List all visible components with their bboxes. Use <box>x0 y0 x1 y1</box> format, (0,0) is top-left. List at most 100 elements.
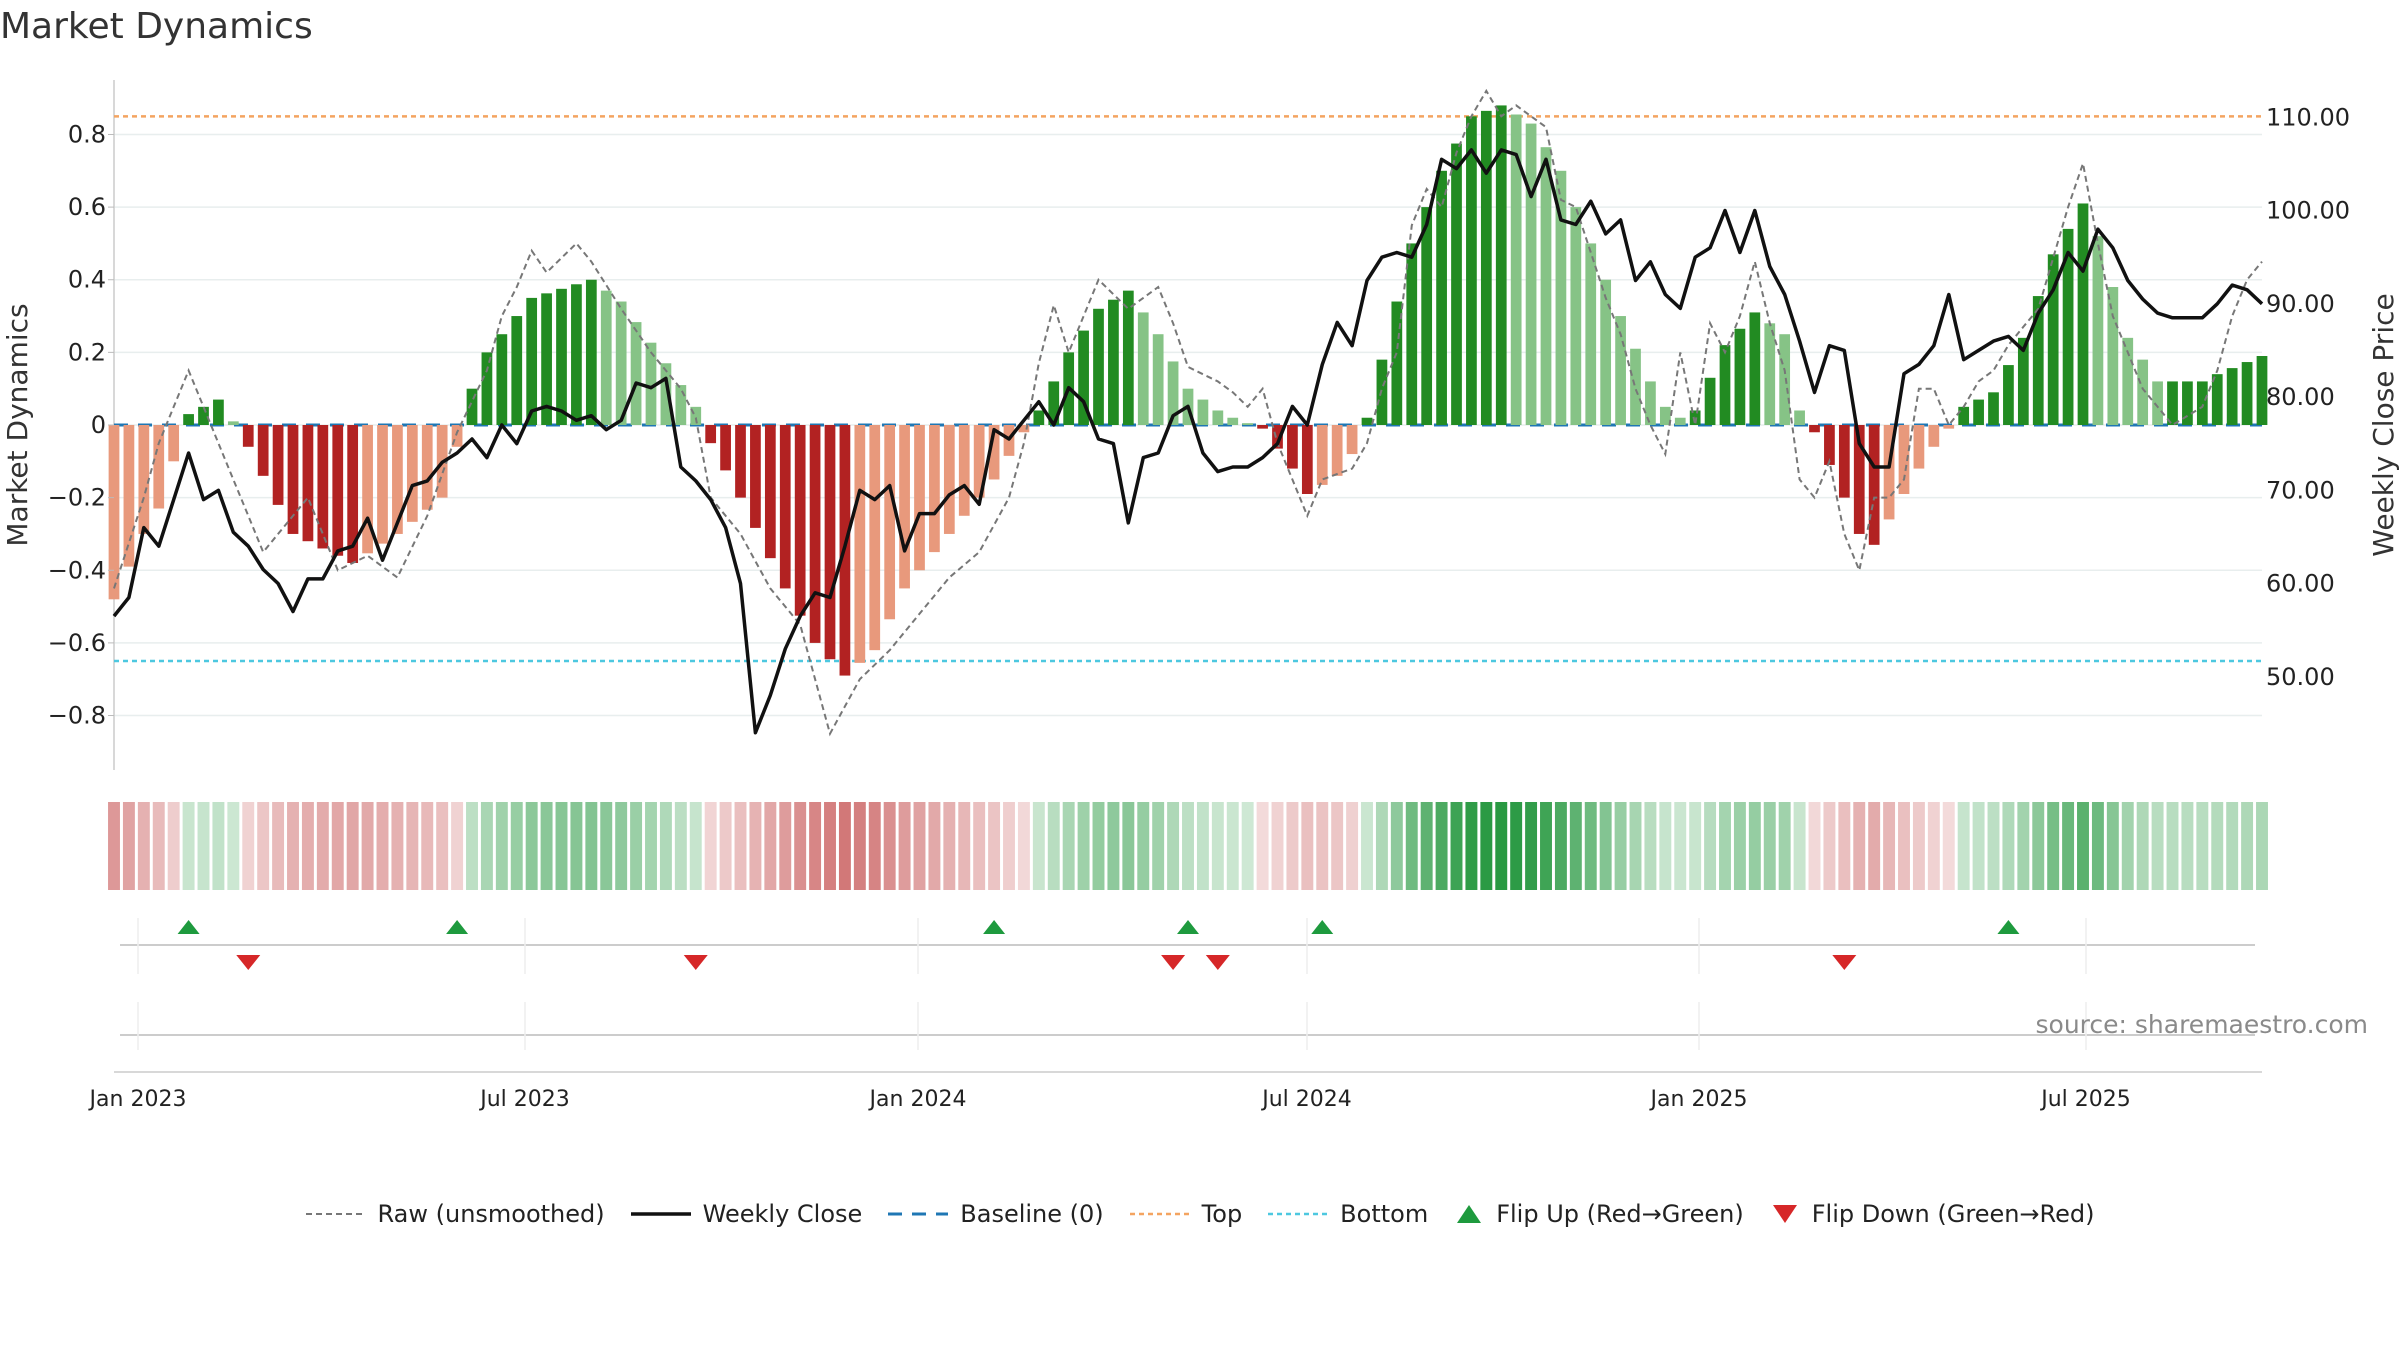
dynamics-bar <box>451 425 463 447</box>
regime-cell <box>421 802 434 890</box>
dynamics-bar <box>615 301 627 425</box>
dynamics-bar <box>1451 143 1462 426</box>
raw-layer <box>113 88 2263 737</box>
regime-cell <box>1778 802 1791 890</box>
regime-cell <box>495 802 508 890</box>
dynamics-bar <box>660 363 672 425</box>
dynamics-bar <box>1480 110 1492 426</box>
regime-cell <box>1241 802 1254 890</box>
dynamics-bar <box>958 425 970 516</box>
regime-cell <box>2077 802 2089 890</box>
dynamics-bar <box>1078 330 1089 425</box>
dynamics-bar <box>2182 381 2193 425</box>
regime-cell <box>570 802 583 890</box>
legend-item-bottom: Bottom <box>1268 1200 1428 1228</box>
regime-cell <box>1316 802 1329 890</box>
regime-cell <box>2106 802 2119 890</box>
dynamics-bar <box>1809 425 1820 433</box>
regime-cell <box>1554 802 1567 890</box>
dynamics-bar <box>1764 323 1776 425</box>
dynamics-bar <box>869 425 881 651</box>
regime-cell <box>1420 802 1433 890</box>
dynamics-bar <box>362 425 373 554</box>
dynamics-bar <box>257 425 269 476</box>
dynamics-bar <box>1466 116 1477 425</box>
regime-cell <box>1599 802 1612 890</box>
y-tick-label: 0 <box>91 411 106 439</box>
regime-cell <box>1435 802 1448 890</box>
dynamics-bar <box>1585 243 1597 425</box>
dynamics-bar <box>809 425 821 643</box>
legend-item-raw: Raw (unsmoothed) <box>305 1200 605 1228</box>
regime-cell <box>868 802 881 890</box>
regime-cell <box>2002 802 2015 890</box>
regime-cell <box>1808 802 1821 890</box>
dynamics-bar <box>854 425 866 663</box>
regime-cell <box>689 802 702 890</box>
legend-label-flip-up: Flip Up (Red→Green) <box>1496 1200 1744 1228</box>
legend-label-bottom: Bottom <box>1340 1200 1429 1228</box>
raw-swatch <box>305 1213 366 1215</box>
dynamics-bar <box>1093 308 1104 425</box>
regime-cell <box>600 802 613 890</box>
dynamics-bar <box>1391 301 1403 425</box>
dynamics-bar <box>2107 287 2119 425</box>
regime-cell <box>2047 802 2060 890</box>
legend-label-flip-down: Flip Down (Green→Red) <box>1811 1200 2095 1228</box>
dynamics-bar <box>377 425 388 544</box>
legend-item-flip-down: Flip Down (Green→Red) <box>1770 1200 2095 1228</box>
dynamics-bar <box>347 425 359 563</box>
dynamics-bar <box>1928 425 1940 447</box>
regime-cell <box>1017 802 1030 890</box>
regime-cell <box>1972 802 1985 890</box>
dynamics-bar <box>1689 410 1701 425</box>
dynamics-bar <box>690 406 702 425</box>
regime-cell <box>466 802 478 890</box>
regime-cell <box>137 802 150 890</box>
dynamics-bar <box>1958 406 1970 425</box>
y2-tick-label: 80.00 <box>2266 383 2335 411</box>
dynamics-bar <box>272 425 284 505</box>
dynamics-bar <box>556 288 567 425</box>
regime-cell <box>1733 802 1746 890</box>
dynamics-bar <box>2211 374 2223 425</box>
dynamics-bar <box>2226 368 2238 425</box>
dynamics-bar <box>1630 348 1641 425</box>
y2-tick-label: 70.00 <box>2266 476 2335 504</box>
legend-label-baseline: Baseline (0) <box>960 1200 1104 1228</box>
dynamics-bar <box>1346 425 1358 455</box>
regime-cell <box>1987 802 2000 890</box>
regime-cell <box>1047 802 1060 890</box>
flip-up-marker <box>177 920 200 934</box>
regime-strip <box>108 802 2268 890</box>
regime-cell <box>838 802 851 890</box>
regime-cell <box>346 802 359 890</box>
regime-cell <box>510 802 523 890</box>
regime-cell <box>764 802 777 890</box>
dynamics-bar <box>1824 425 1835 465</box>
dynamics-bar <box>2137 359 2149 425</box>
dynamics-bar <box>2152 381 2163 425</box>
dynamics-bar <box>302 425 314 542</box>
dynamics-bar <box>1242 423 1254 425</box>
regime-cell <box>1182 802 1194 890</box>
regime-cell <box>1510 802 1523 890</box>
dynamics-bar <box>406 425 418 522</box>
regime-cell <box>197 802 210 890</box>
dynamics-bar <box>332 425 344 556</box>
regime-cell <box>406 802 419 890</box>
dynamics-bar <box>1838 425 1850 498</box>
regime-cell <box>1883 802 1896 890</box>
dynamics-bar <box>735 425 746 498</box>
flip-up-marker <box>1177 920 1199 934</box>
flip-up-marker <box>446 920 469 934</box>
dynamics-bar <box>764 425 776 559</box>
regime-cell <box>480 802 493 890</box>
dynamics-bar <box>1645 381 1656 425</box>
regime-cell <box>2136 802 2149 890</box>
dynamics-bar <box>213 399 224 425</box>
flip-down-marker <box>1832 955 1857 970</box>
regime-cell <box>1286 802 1299 890</box>
dynamics-bar <box>1406 243 1418 425</box>
regime-cell <box>1868 802 1881 890</box>
